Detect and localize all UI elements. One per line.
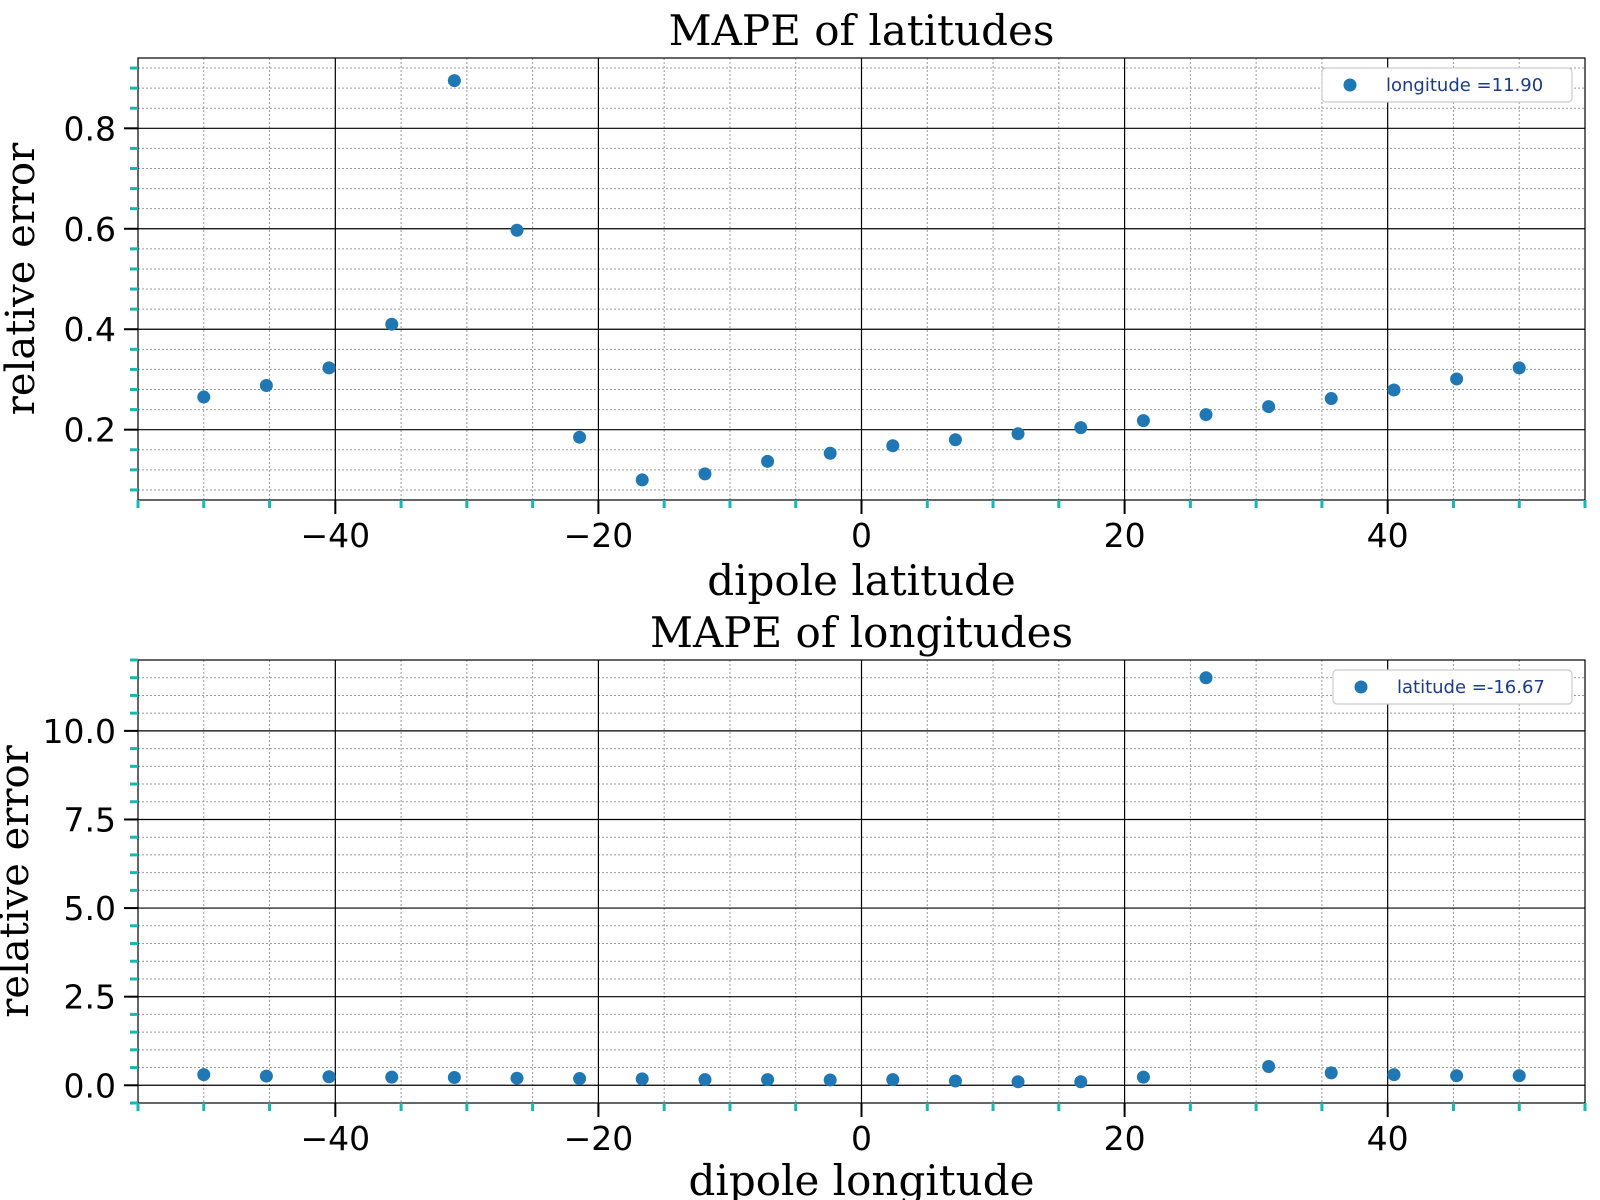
y-tick-label: 0.2 [64, 411, 116, 450]
data-point [1324, 1066, 1338, 1080]
x-tick-label: −20 [564, 1119, 634, 1158]
x-axis-label: dipole longitude [689, 1156, 1035, 1200]
legend-label: latitude =-16.67 [1397, 677, 1545, 698]
data-point [573, 1072, 587, 1086]
data-point [447, 1070, 461, 1084]
data-point [385, 1070, 399, 1084]
legend-marker [1354, 680, 1368, 694]
x-tick-label: −40 [300, 516, 370, 555]
data-point [698, 467, 712, 481]
data-point [1512, 1069, 1526, 1083]
data-point [1136, 1070, 1150, 1084]
x-tick-label: 20 [1104, 516, 1146, 555]
chart-title: MAPE of latitudes [669, 6, 1055, 55]
data-point [573, 430, 587, 444]
y-tick-label: 2.5 [64, 978, 116, 1017]
data-point [1387, 1068, 1401, 1082]
y-tick-label: 0.0 [64, 1066, 116, 1105]
data-point [1136, 414, 1150, 428]
y-tick-label: 0.6 [64, 210, 116, 249]
legend: latitude =-16.67 [1332, 669, 1573, 705]
x-tick-label: −40 [300, 1119, 370, 1158]
data-point [385, 317, 399, 331]
y-tick-label: 0.4 [64, 310, 116, 349]
data-point [322, 1070, 336, 1084]
data-point [1262, 400, 1276, 414]
data-point [259, 378, 273, 392]
data-point [259, 1069, 273, 1083]
data-point [761, 1073, 775, 1087]
y-tick-label: 10.0 [43, 712, 116, 751]
data-point [510, 1071, 524, 1085]
y-tick-label: 0.8 [64, 109, 116, 148]
x-tick-label: 20 [1104, 1119, 1146, 1158]
y-tick-label: 5.0 [64, 889, 116, 928]
x-tick-label: −20 [564, 516, 634, 555]
data-point [1512, 361, 1526, 375]
chart-1: −40 −20 0 20 40 0.2 0.4 0.6 0.8 MAPE of latitudes… [0, 6, 1587, 605]
data-point [1450, 372, 1464, 386]
legend-marker [1343, 78, 1357, 92]
x-tick-label: 40 [1367, 516, 1409, 555]
data-point [1074, 1075, 1088, 1089]
data-point [1199, 671, 1213, 685]
legend: longitude =11.90 [1321, 67, 1573, 103]
data-point [1324, 392, 1338, 406]
chart-title: MAPE of longitudes [650, 608, 1073, 657]
data-point [1262, 1059, 1276, 1073]
data-point [1074, 421, 1088, 435]
data-point [197, 390, 211, 404]
legend-box [1332, 669, 1573, 705]
chart-2: −40 −20 0 20 40 0.0 2.5 5.0 7.5 10.0 MAPE of longi… [0, 608, 1587, 1200]
data-point [1387, 383, 1401, 397]
data-point [886, 439, 900, 453]
data-point [1199, 408, 1213, 422]
legend-box [1321, 67, 1573, 103]
data-point [510, 223, 524, 237]
legend-label: longitude =11.90 [1386, 75, 1543, 96]
data-point [1011, 1075, 1025, 1089]
data-point [886, 1073, 900, 1087]
data-point [761, 454, 775, 468]
data-point [1011, 427, 1025, 441]
data-point [1450, 1069, 1464, 1083]
x-tick-label: 0 [851, 1119, 872, 1158]
x-tick-label: 40 [1367, 1119, 1409, 1158]
data-point [635, 1072, 649, 1086]
data-point [635, 473, 649, 487]
data-point [698, 1073, 712, 1087]
data-point [823, 1073, 837, 1087]
data-point [197, 1068, 211, 1082]
data-point [823, 446, 837, 460]
x-tick-label: 0 [851, 516, 872, 555]
y-axis-label: relative error [0, 142, 44, 415]
data-point [948, 433, 962, 447]
x-axis-label: dipole latitude [707, 556, 1016, 605]
y-tick-label: 7.5 [64, 800, 116, 839]
y-axis-label: relative error [0, 744, 38, 1017]
data-point [322, 361, 336, 375]
data-point [447, 74, 461, 88]
data-point [948, 1074, 962, 1088]
